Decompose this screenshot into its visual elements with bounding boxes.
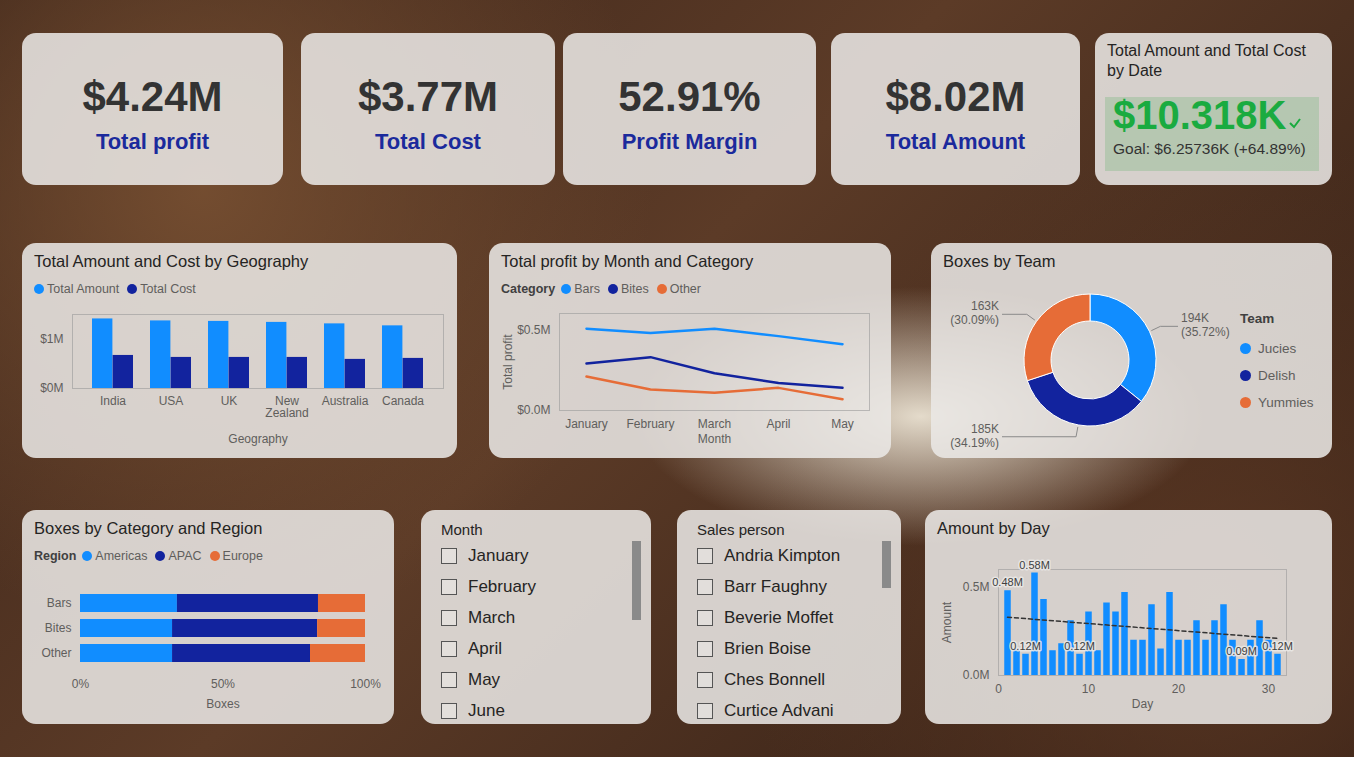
html-text:January: January — [468, 546, 529, 565]
html-text:March: March — [468, 608, 516, 627]
svg-text:0.12M: 0.12M — [1010, 640, 1041, 652]
html-text:Boxes by Team: Boxes by Team — [943, 252, 1056, 270]
svg-text:April: April — [766, 417, 790, 431]
svg-text:0.48M: 0.48M — [992, 576, 1023, 588]
svg-text:January: January — [565, 417, 608, 431]
html-text:February: February — [468, 577, 536, 596]
svg-text:185K(34.19%): 185K(34.19%) — [950, 422, 999, 450]
svg-text:Month: Month — [698, 432, 731, 446]
svg-text:$0M: $0M — [40, 381, 63, 395]
html-text:Other: Other — [669, 282, 701, 296]
html-text:$8.02M: $8.02M — [885, 73, 1026, 120]
svg-text:February: February — [626, 417, 674, 431]
svg-text:NewZealand: NewZealand — [265, 394, 308, 420]
html-text:Europe: Europe — [222, 549, 263, 563]
svg-text:Geography: Geography — [228, 432, 287, 446]
svg-text:Bites: Bites — [45, 621, 72, 635]
svg-text:$0.0M: $0.0M — [517, 403, 550, 417]
html-text:Team: Team — [1240, 311, 1275, 326]
svg-text:Bars: Bars — [47, 596, 72, 610]
svg-text:100%: 100% — [350, 677, 381, 691]
html-text:Total Amount and Total Cost by: Total Amount and Total Cost by Date — [1107, 42, 1306, 79]
html-text:Bites: Bites — [620, 282, 649, 296]
svg-text:Other: Other — [41, 646, 71, 660]
html-text:Americas: Americas — [95, 549, 148, 563]
html-text:$10.318K: $10.318K — [1113, 93, 1287, 137]
svg-text:10: 10 — [1082, 682, 1096, 696]
svg-text:India: India — [100, 394, 126, 408]
html-text:Bars: Bars — [574, 282, 600, 296]
html-text:Total profit by Month and Cate: Total profit by Month and Category — [501, 252, 754, 270]
svg-text:UK: UK — [221, 394, 238, 408]
html-text:April: April — [468, 639, 502, 658]
html-text:Beverie Moffet: Beverie Moffet — [724, 608, 834, 627]
html-text:52.91%: 52.91% — [618, 73, 761, 120]
html-text:Andria Kimpton: Andria Kimpton — [724, 546, 841, 565]
svg-text:Day: Day — [1132, 697, 1153, 711]
html-text:May: May — [468, 670, 501, 689]
svg-text:194K(35.72%): 194K(35.72%) — [1181, 312, 1230, 340]
html-text:Total Amount and Cost by Geogr: Total Amount and Cost by Geography — [34, 252, 309, 270]
html-text:Barr Faughny: Barr Faughny — [724, 577, 827, 596]
html-text:Amount by Day: Amount by Day — [937, 519, 1050, 537]
html-text:Delish: Delish — [1258, 368, 1296, 383]
svg-text:50%: 50% — [211, 677, 235, 691]
html-text:Month: Month — [441, 521, 483, 538]
svg-text:$0.5M: $0.5M — [517, 323, 550, 337]
html-text:Ches Bonnell: Ches Bonnell — [724, 670, 826, 689]
svg-text:Boxes: Boxes — [206, 697, 239, 711]
svg-text:20: 20 — [1172, 682, 1186, 696]
svg-text:0.12M: 0.12M — [1262, 640, 1293, 652]
html-text:Yummies: Yummies — [1258, 395, 1314, 410]
html-text:Goal: $6.25736K (+64.89%): Goal: $6.25736K (+64.89%) — [1113, 140, 1306, 157]
html-text:Curtice Advani: Curtice Advani — [724, 701, 834, 720]
html-text:Total Amount: Total Amount — [885, 129, 1026, 154]
html-text:Sales person: Sales person — [697, 521, 785, 538]
html-text:Category: Category — [501, 282, 556, 296]
html-text:Total Amount: Total Amount — [47, 282, 120, 296]
html-text:$4.24M: $4.24M — [82, 73, 223, 120]
html-text:APAC: APAC — [168, 549, 202, 563]
svg-text:0.12M: 0.12M — [1064, 640, 1095, 652]
svg-text:USA: USA — [159, 394, 184, 408]
html-text:Total Cost: Total Cost — [140, 282, 196, 296]
svg-text:Total profit: Total profit — [501, 334, 515, 390]
html-text:Boxes by Category and Region: Boxes by Category and Region — [34, 519, 263, 537]
svg-text:May: May — [831, 417, 854, 431]
svg-text:0.0M: 0.0M — [963, 668, 990, 682]
html-text:Brien Boise: Brien Boise — [724, 639, 811, 658]
html-text:$3.77M: $3.77M — [358, 73, 498, 120]
html-text:Total profit: Total profit — [95, 129, 210, 154]
svg-text:March: March — [698, 417, 731, 431]
svg-text:Canada: Canada — [382, 394, 424, 408]
html-text:June: June — [468, 701, 505, 720]
svg-text:0.5M: 0.5M — [963, 580, 990, 594]
html-text:Region: Region — [34, 549, 77, 563]
svg-text:163K(30.09%): 163K(30.09%) — [950, 299, 999, 327]
svg-text:0.58M: 0.58M — [1019, 559, 1050, 571]
html-text:Jucies: Jucies — [1258, 341, 1297, 356]
html-text:Profit Margin: Profit Margin — [621, 129, 758, 154]
html-text:Total Cost: Total Cost — [375, 129, 481, 154]
svg-text:0.09M: 0.09M — [1226, 645, 1257, 657]
svg-text:Australia: Australia — [322, 394, 369, 408]
svg-text:0%: 0% — [72, 677, 90, 691]
svg-text:$1M: $1M — [40, 332, 63, 346]
svg-text:30: 30 — [1262, 682, 1276, 696]
svg-text:0: 0 — [995, 682, 1002, 696]
svg-text:Amount: Amount — [940, 601, 954, 643]
